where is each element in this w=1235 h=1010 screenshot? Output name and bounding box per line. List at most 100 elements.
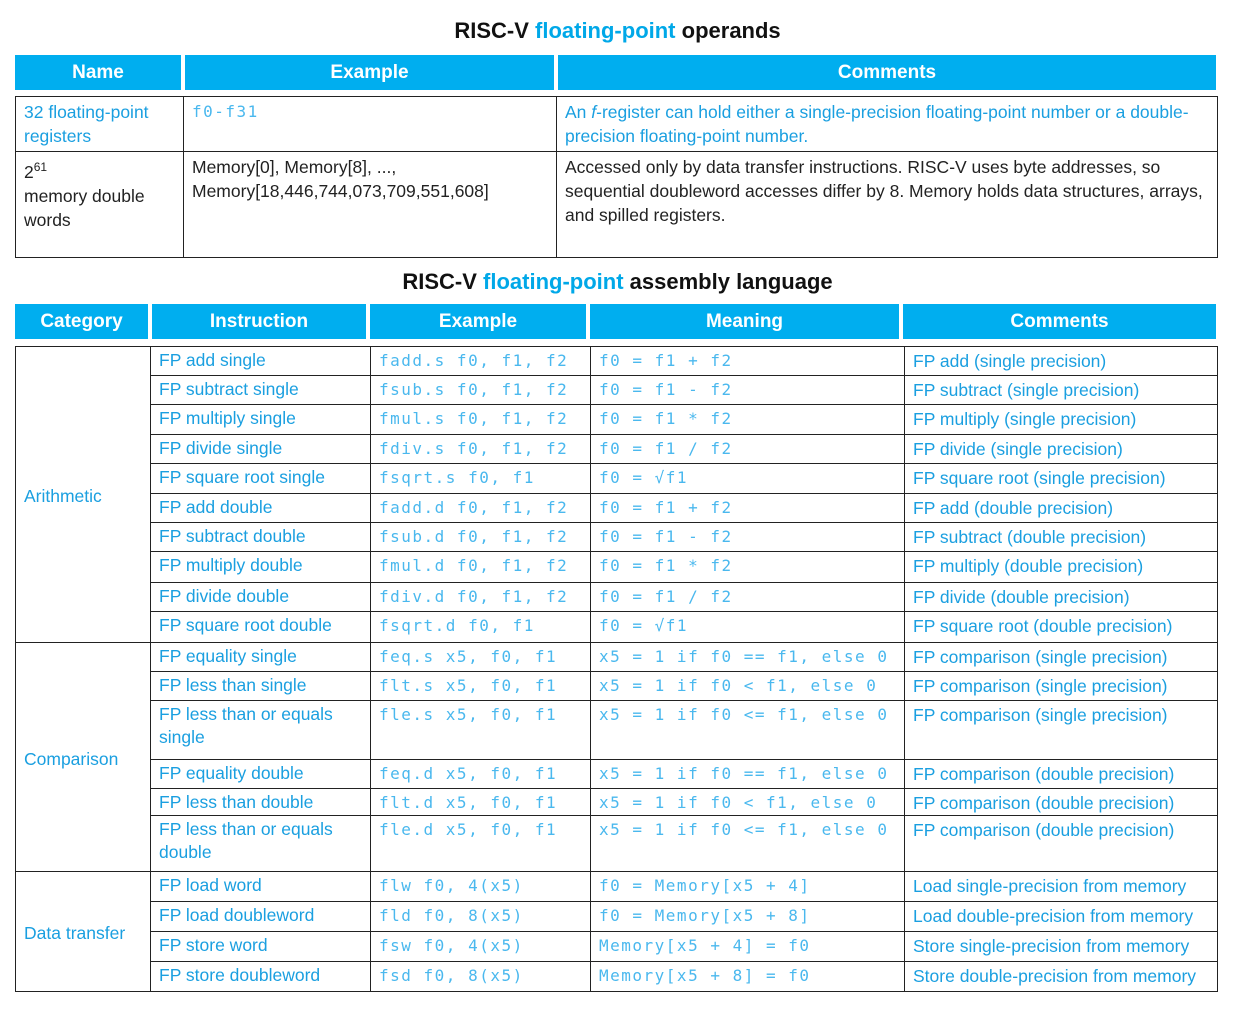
example-cell: feq.s x5, f0, f1 xyxy=(370,642,591,672)
operand-example: Memory[0], Memory[8], ..., Memory[18,446… xyxy=(183,151,557,258)
example-cell: fsqrt.s f0, f1 xyxy=(370,463,591,494)
example-cell: fdiv.s f0, f1, f2 xyxy=(370,434,591,464)
operand-row: 261 memory double words Memory[0], Memory… xyxy=(15,151,1218,258)
comment-cell: FP multiply (double precision) xyxy=(904,551,1218,583)
meaning-cell: x5 = 1 if f0 == f1, else 0 xyxy=(590,642,905,672)
instruction-cell: FP add single xyxy=(150,346,371,376)
example-cell: feq.d x5, f0, f1 xyxy=(370,759,591,789)
example-cell: fsd f0, 8(x5) xyxy=(370,961,591,992)
title-highlight: floating-point xyxy=(483,269,624,294)
example-cell: fsub.d f0, f1, f2 xyxy=(370,522,591,552)
instruction-row: FP load doubleword fld f0, 8(x5) f0 = Memo… xyxy=(16,901,1218,932)
comment-cell: FP add (double precision) xyxy=(904,493,1218,523)
comment-cell: FP multiply (single precision) xyxy=(904,404,1218,435)
instruction-cell: FP less than single xyxy=(150,671,371,701)
instruction-cell: FP store word xyxy=(150,931,371,962)
category-cell: Comparison xyxy=(15,642,151,872)
example-cell: fsub.s f0, f1, f2 xyxy=(370,375,591,405)
name-rest: memory double words xyxy=(24,185,145,230)
operands-header: Name Example Comments xyxy=(15,55,1216,90)
instruction-cell: FP subtract single xyxy=(150,375,371,405)
instruction-cell: FP equality double xyxy=(150,759,371,789)
meaning-cell: f0 = f1 / f2 xyxy=(590,582,905,612)
meaning-cell: Memory[x5 + 8] = f0 xyxy=(590,961,905,992)
instruction-cell: FP load doubleword xyxy=(150,901,371,932)
example-cell: flt.s x5, f0, f1 xyxy=(370,671,591,701)
instruction-row: Data transfer FP load word flw f0, 4(x5) f0… xyxy=(15,871,1218,992)
meaning-cell: f0 = f1 * f2 xyxy=(590,404,905,435)
header-comments: Comments xyxy=(558,55,1216,90)
instruction-cell: FP add double xyxy=(150,493,371,523)
comment-cell: FP square root (double precision) xyxy=(904,611,1218,643)
comment-cell: Store single-precision from memory xyxy=(904,931,1218,962)
header-category: Category xyxy=(15,304,148,339)
header-name: Name xyxy=(15,55,181,90)
comment-cell: FP square root (single precision) xyxy=(904,463,1218,494)
instruction-cell: FP square root double xyxy=(150,611,371,643)
meaning-cell: x5 = 1 if f0 <= f1, else 0 xyxy=(590,700,905,760)
comment-cell: FP comparison (double precision) xyxy=(904,815,1218,872)
operands-title: RISC-V floating-point operands xyxy=(0,18,1235,44)
name-base: 2 xyxy=(24,161,34,182)
instruction-cell: FP store doubleword xyxy=(150,961,371,992)
category-cell: Arithmetic xyxy=(15,346,151,643)
instruction-cell: FP square root single xyxy=(150,463,371,494)
header-example: Example xyxy=(185,55,554,90)
meaning-cell: f0 = f1 + f2 xyxy=(590,346,905,376)
meaning-cell: f0 = f1 / f2 xyxy=(590,434,905,464)
instruction-row: FP subtract double fsub.d f0, f1, f2 f0 = … xyxy=(16,522,1218,552)
header-example: Example xyxy=(370,304,586,339)
instruction-row: FP store word fsw f0, 4(x5) Memory[x5 + 4]… xyxy=(16,931,1218,962)
example-cell: fmul.d f0, f1, f2 xyxy=(370,551,591,583)
instruction-row: FP less than single flt.s x5, f0, f1 x5 = … xyxy=(16,671,1218,701)
meaning-cell: f0 = √f1 xyxy=(590,463,905,494)
example-cell: fmul.s f0, f1, f2 xyxy=(370,404,591,435)
example-cell: flw f0, 4(x5) xyxy=(370,871,591,902)
example-cell: fdiv.d f0, f1, f2 xyxy=(370,582,591,612)
instruction-row: FP subtract single fsub.s f0, f1, f2 f0 = … xyxy=(16,375,1218,405)
operand-example: f0-f31 xyxy=(183,96,557,152)
meaning-cell: x5 = 1 if f0 <= f1, else 0 xyxy=(590,815,905,872)
comment-cell: FP divide (single precision) xyxy=(904,434,1218,464)
meaning-cell: f0 = Memory[x5 + 8] xyxy=(590,901,905,932)
comment-pre: An xyxy=(565,102,592,122)
comment-cell: FP add (single precision) xyxy=(904,346,1218,376)
meaning-cell: f0 = f1 - f2 xyxy=(590,375,905,405)
meaning-cell: f0 = Memory[x5 + 4] xyxy=(590,871,905,902)
instruction-row: FP multiply single fmul.s f0, f1, f2 f0 = … xyxy=(16,404,1218,435)
instruction-row: Comparison FP equality single feq.s x5, f0… xyxy=(15,642,1218,872)
instruction-row: Arithmetic FP add single fadd.s f0, f1, f2… xyxy=(15,346,1218,643)
example-cell: fsw f0, 4(x5) xyxy=(370,931,591,962)
header-instruction: Instruction xyxy=(152,304,366,339)
title-highlight: floating-point xyxy=(535,18,676,43)
instruction-row: FP square root single fsqrt.s f0, f1 f0 = … xyxy=(16,463,1218,494)
instruction-cell: FP multiply single xyxy=(150,404,371,435)
example-cell: fld f0, 8(x5) xyxy=(370,901,591,932)
instruction-row: FP less than double flt.d x5, f0, f1 x5 = … xyxy=(16,788,1218,816)
comment-cell: FP comparison (double precision) xyxy=(904,788,1218,816)
comment-cell: FP subtract (double precision) xyxy=(904,522,1218,552)
comment-cell: FP comparison (single precision) xyxy=(904,642,1218,672)
example-cell: fsqrt.d f0, f1 xyxy=(370,611,591,643)
instruction-cell: FP less than double xyxy=(150,788,371,816)
instruction-row: FP less than or equals double fle.d x5, f… xyxy=(16,815,1218,872)
title-post: operands xyxy=(681,18,781,43)
meaning-cell: Memory[x5 + 4] = f0 xyxy=(590,931,905,962)
name-exponent: 61 xyxy=(33,160,48,174)
meaning-cell: x5 = 1 if f0 < f1, else 0 xyxy=(590,671,905,701)
operand-comment: Accessed only by data transfer instructi… xyxy=(556,151,1218,258)
instruction-row: FP square root double fsqrt.d f0, f1 f0 = … xyxy=(16,611,1218,643)
operand-row: 32 floating-point registers f0-f31 An f-… xyxy=(15,96,1218,152)
comment-cell: FP subtract (single precision) xyxy=(904,375,1218,405)
header-meaning: Meaning xyxy=(590,304,899,339)
header-comments: Comments xyxy=(903,304,1216,339)
assembly-title: RISC-V floating-point assembly language xyxy=(0,269,1235,295)
title-post: assembly language xyxy=(629,269,833,294)
assembly-header: Category Instruction Example Meaning Com… xyxy=(15,304,1216,339)
meaning-cell: f0 = f1 - f2 xyxy=(590,522,905,552)
comment-cell: Load double-precision from memory xyxy=(904,901,1218,932)
example-cell: fadd.s f0, f1, f2 xyxy=(370,346,591,376)
instruction-cell: FP less than or equals double xyxy=(150,815,371,872)
operand-name: 261 memory double words xyxy=(15,151,184,258)
instruction-row: FP less than or equals single fle.s x5, f… xyxy=(16,700,1218,760)
